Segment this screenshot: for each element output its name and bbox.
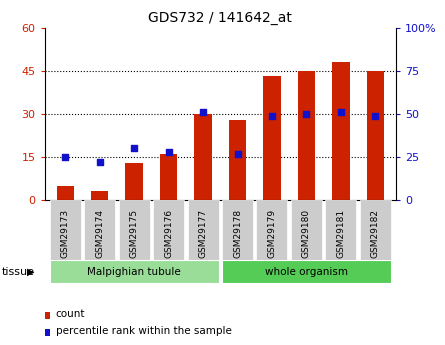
Text: count: count <box>56 309 85 319</box>
Bar <box>367 71 384 200</box>
Text: GSM29180: GSM29180 <box>302 209 311 258</box>
Bar <box>160 154 177 200</box>
FancyBboxPatch shape <box>325 200 356 260</box>
FancyBboxPatch shape <box>222 200 253 260</box>
Point <box>130 146 138 151</box>
Bar <box>229 120 246 200</box>
Text: GSM29182: GSM29182 <box>371 209 380 258</box>
Text: GSM29175: GSM29175 <box>129 209 138 258</box>
Text: Malpighian tubule: Malpighian tubule <box>87 267 181 277</box>
Text: GSM29173: GSM29173 <box>61 209 70 258</box>
FancyBboxPatch shape <box>153 200 184 260</box>
Bar <box>91 191 108 200</box>
FancyBboxPatch shape <box>222 260 391 283</box>
Point <box>337 109 344 115</box>
Text: GSM29179: GSM29179 <box>267 209 276 258</box>
Bar <box>194 114 212 200</box>
Bar <box>125 163 143 200</box>
Point <box>268 113 275 118</box>
Text: whole organism: whole organism <box>265 267 348 277</box>
Bar <box>263 77 281 200</box>
Bar <box>332 62 349 200</box>
FancyBboxPatch shape <box>119 200 150 260</box>
Bar <box>57 186 74 200</box>
Text: GSM29174: GSM29174 <box>95 209 104 258</box>
Point <box>61 154 69 160</box>
Text: tissue: tissue <box>2 267 35 277</box>
Point <box>303 111 310 117</box>
Bar <box>298 71 315 200</box>
FancyBboxPatch shape <box>291 200 322 260</box>
Point <box>165 149 172 155</box>
FancyBboxPatch shape <box>84 200 115 260</box>
Text: GSM29181: GSM29181 <box>336 209 345 258</box>
FancyBboxPatch shape <box>360 200 391 260</box>
FancyBboxPatch shape <box>187 200 218 260</box>
Text: GSM29178: GSM29178 <box>233 209 242 258</box>
Text: GSM29177: GSM29177 <box>198 209 207 258</box>
FancyBboxPatch shape <box>50 200 81 260</box>
Text: ▶: ▶ <box>27 267 34 277</box>
Text: GSM29176: GSM29176 <box>164 209 173 258</box>
FancyBboxPatch shape <box>50 260 218 283</box>
Point <box>372 113 379 118</box>
FancyBboxPatch shape <box>256 200 287 260</box>
Title: GDS732 / 141642_at: GDS732 / 141642_at <box>148 11 292 25</box>
Text: percentile rank within the sample: percentile rank within the sample <box>56 326 231 336</box>
Point <box>199 109 206 115</box>
Point <box>96 159 103 165</box>
Point <box>234 151 241 156</box>
